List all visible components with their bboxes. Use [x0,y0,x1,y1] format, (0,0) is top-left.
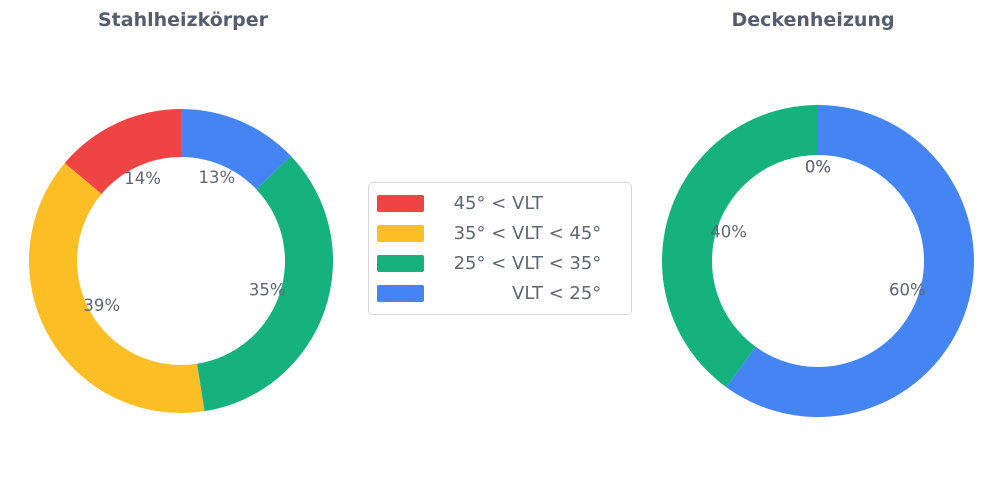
legend-swatch-green [377,254,424,272]
legend-label-suffix: < 25° [542,282,602,304]
legend-item-35-45: 35° < VLT < 45° [377,219,621,249]
donut-segment-0 [64,109,181,195]
percent-label-0: 14% [124,169,161,188]
percent-label-1: 0% [805,158,831,177]
donut-chart-stahlheizkoerper: 14% 39% 35% 13% [29,109,334,414]
legend-label-suffix: < 35° [542,252,602,274]
percent-label-2: 35% [249,281,286,300]
legend-label-prefix: 35° < [453,223,512,245]
chart-title-left: Stahlheizkörper [97,9,269,31]
donut-segment-2 [661,105,818,388]
percent-label-1: 39% [83,296,120,315]
legend-label-vlt: VLT [512,223,543,245]
legend-label-suffix: < 45° [542,223,602,245]
legend-label-vlt: VLT [512,193,543,215]
percent-label-3: 60% [889,281,926,300]
legend-item-25-35: 25° < VLT < 35° [377,249,621,279]
donut-segment-3 [181,109,291,190]
legend-box: 45° < VLT 35° < VLT < 45° 25° < VLT < 35… [368,182,632,315]
legend-swatch-amber [377,225,424,243]
legend-item-45-lt-vlt: 45° < VLT [377,189,621,219]
donut-segment-3 [726,105,974,417]
legend-label-prefix: 45° < [453,193,512,215]
donut-segment-1 [29,163,205,414]
legend-label-vlt: VLT [512,282,543,304]
donut-segment-2 [197,156,334,412]
percent-label-2: 40% [710,223,747,242]
legend-item-vlt-lt-25: VLT < 25° [377,278,621,308]
chart-title-right: Deckenheizung [731,9,895,31]
donut-chart-deckenheizung: 0%0%40%60% [661,105,974,417]
percent-label-0: 0% [805,158,831,177]
legend-swatch-red [377,195,424,213]
legend-swatch-blue [377,284,424,302]
percent-label-3: 13% [198,168,235,187]
legend-label-prefix: 25° < [453,252,512,274]
legend-label-vlt: VLT [512,252,543,274]
